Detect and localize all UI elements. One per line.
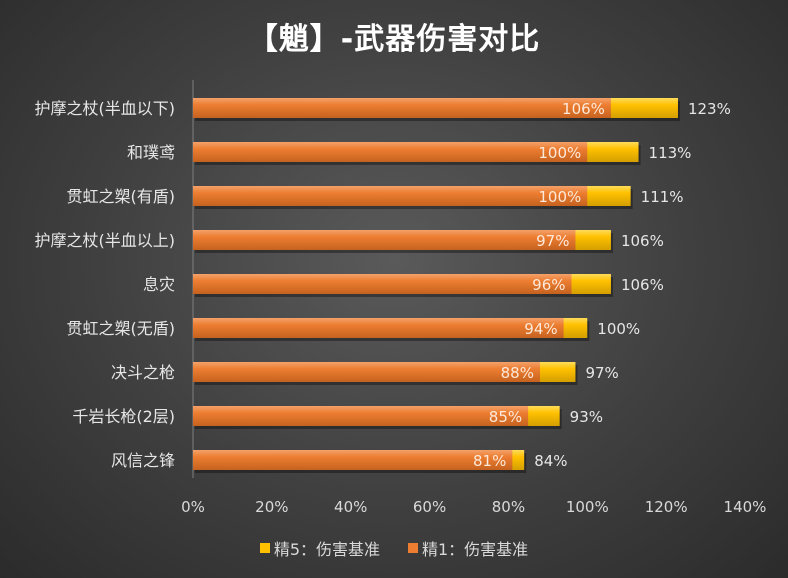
x-tick-label: 140% [724,498,767,516]
category-label: 护摩之杖(半血以上) [35,231,176,250]
data-label-refine1: 106% [562,100,605,118]
bar-refine1 [193,98,611,118]
bar-refine1 [193,274,572,294]
data-label-refine5: 106% [621,232,664,250]
category-label: 护摩之杖(半血以下) [35,99,176,118]
data-label-refine1: 100% [538,188,581,206]
legend-label-refine5: 精5：伤害基准 [273,540,380,559]
x-tick-label: 40% [334,498,367,516]
x-tick-label: 120% [645,498,688,516]
data-label-refine5: 123% [688,100,731,118]
data-label-refine1: 85% [489,408,522,426]
data-label-refine1: 96% [532,276,565,294]
category-label: 和璞鸢 [127,143,175,162]
data-label-refine5: 97% [585,364,618,382]
data-label-refine5: 84% [534,452,567,470]
legend-swatch-refine1 [408,543,418,553]
category-label: 决斗之枪 [111,363,175,382]
data-label-refine1: 88% [501,364,534,382]
data-label-refine1: 97% [536,232,569,250]
category-label: 贯虹之槊(无盾) [67,319,176,338]
x-tick-label: 100% [566,498,609,516]
bar-refine1 [193,406,529,426]
data-label-refine5: 100% [597,320,640,338]
legend: 精5：伤害基准 精1：伤害基准 [0,536,788,560]
bar-refine1 [193,450,513,470]
category-label: 息灾 [143,275,175,294]
data-label-refine5: 111% [641,188,684,206]
bar-refine1 [193,318,564,338]
category-label: 贯虹之槊(有盾) [67,187,176,206]
category-label: 风信之锋 [111,451,175,470]
data-label-refine5: 106% [621,276,664,294]
x-tick-label: 20% [255,498,288,516]
data-label-refine1: 100% [538,144,581,162]
x-tick-label: 80% [492,498,525,516]
legend-item-refine5: 精5：伤害基准 [259,536,380,560]
bar-refine1 [193,142,588,162]
bar-refine1 [193,230,576,250]
legend-label-refine1: 精1：伤害基准 [422,540,529,559]
data-label-refine5: 113% [649,144,692,162]
bar-refine1 [193,362,540,382]
chart-title: 【魈】-武器伤害对比 [247,22,541,57]
category-label: 千岩长枪(2层) [72,407,175,426]
data-label-refine5: 93% [570,408,603,426]
x-tick-label: 0% [181,498,205,516]
legend-item-refine1: 精1：伤害基准 [408,536,528,560]
data-label-refine1: 81% [473,452,506,470]
x-tick-label: 60% [413,498,446,516]
legend-swatch-refine5 [259,543,270,553]
data-label-refine1: 94% [524,320,557,338]
bar-refine1 [193,186,588,206]
